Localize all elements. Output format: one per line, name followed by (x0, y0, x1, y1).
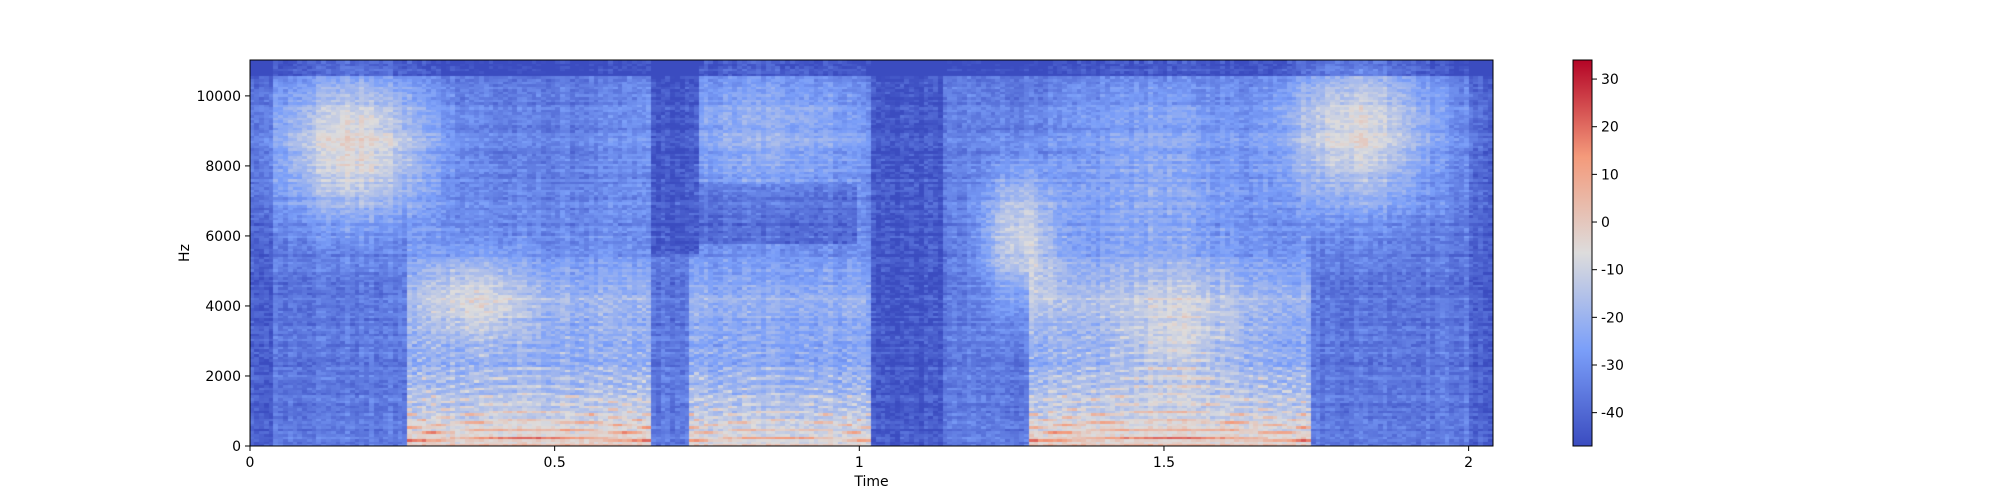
x-tick-label: 0 (246, 455, 255, 471)
colorbar-tick-label: -10 (1601, 263, 1624, 279)
y-tick-label: 6000 (205, 229, 241, 245)
x-axis: 0 0.5 1 1.5 2 (246, 446, 1473, 471)
plot-frame (249, 59, 1494, 447)
spectrogram-image (250, 60, 1493, 446)
y-axis-label: Hz (177, 244, 193, 262)
x-axis-label: Time (853, 474, 888, 490)
y-tick-label: 4000 (205, 299, 241, 315)
colorbar-ticks: 30 20 10 0 -10 -20 -30 -40 (1592, 72, 1624, 422)
y-tick-label: 2000 (205, 369, 241, 385)
colorbar-tick-label: 30 (1601, 72, 1619, 88)
colorbar-tick-label: 20 (1601, 120, 1619, 136)
colorbar-tick-label: -40 (1601, 406, 1624, 422)
colorbar-tick-label: 0 (1601, 215, 1610, 231)
colorbar-tick-label: -20 (1601, 310, 1624, 326)
y-tick-label: 8000 (205, 159, 241, 175)
x-tick-label: 1.5 (1153, 455, 1175, 471)
y-axis: 0 2000 4000 6000 8000 10000 (196, 89, 250, 455)
x-tick-label: 2 (1464, 455, 1473, 471)
y-tick-label: 10000 (196, 89, 241, 105)
colorbar: 30 20 10 0 -10 -20 -30 -40 (1572, 59, 1624, 447)
y-tick-label: 0 (232, 439, 241, 455)
x-tick-label: 1 (855, 455, 864, 471)
colorbar-gradient (1572, 59, 1593, 447)
colorbar-tick-label: -30 (1601, 358, 1624, 374)
x-tick-label: 0.5 (544, 455, 566, 471)
colorbar-tick-label: 10 (1601, 167, 1619, 183)
plot-area (249, 59, 1494, 447)
